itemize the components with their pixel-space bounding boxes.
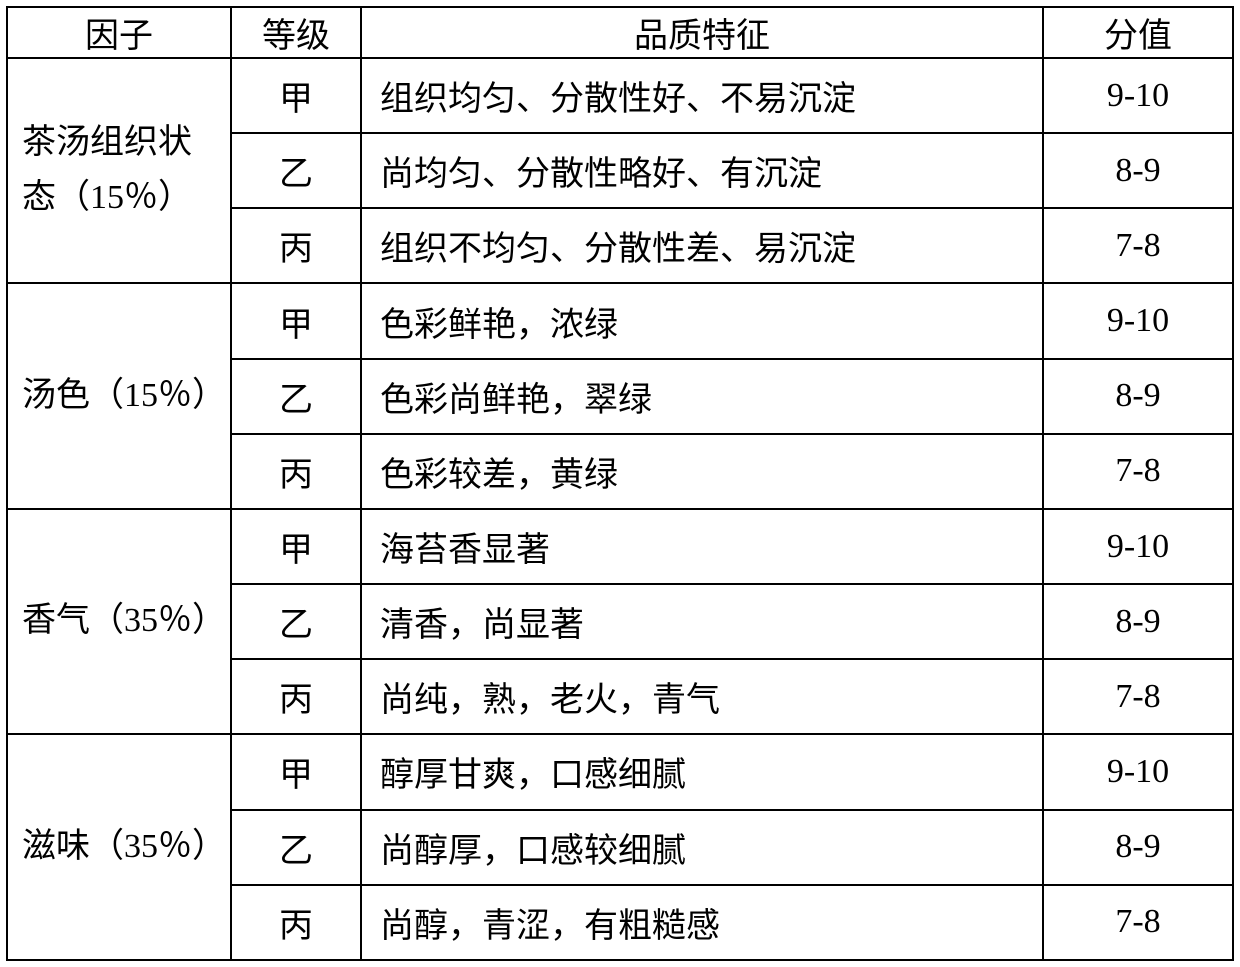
factor-cell: 茶汤组织状态（15％） xyxy=(7,58,231,283)
grade-cell: 乙 xyxy=(231,584,361,659)
grade-cell: 甲 xyxy=(231,58,361,133)
grade-cell: 乙 xyxy=(231,359,361,434)
grade-cell: 甲 xyxy=(231,509,361,584)
score-cell: 9-10 xyxy=(1043,509,1233,584)
table-row: 香气（35％） 甲 海苔香显著 9-10 xyxy=(7,509,1233,584)
score-cell: 9-10 xyxy=(1043,734,1233,809)
desc-cell: 清香，尚显著 xyxy=(361,584,1043,659)
grade-cell: 丙 xyxy=(231,434,361,509)
factor-cell: 香气（35％） xyxy=(7,509,231,734)
col-header-grade: 等级 xyxy=(231,7,361,58)
score-cell: 7-8 xyxy=(1043,885,1233,960)
desc-cell: 海苔香显著 xyxy=(361,509,1043,584)
score-cell: 7-8 xyxy=(1043,659,1233,734)
grade-cell: 丙 xyxy=(231,659,361,734)
evaluation-table: 因子 等级 品质特征 分值 茶汤组织状态（15％） 甲 组织均匀、分散性好、不易… xyxy=(6,6,1234,961)
score-cell: 8-9 xyxy=(1043,359,1233,434)
score-cell: 8-9 xyxy=(1043,584,1233,659)
grade-cell: 乙 xyxy=(231,133,361,208)
desc-cell: 组织不均匀、分散性差、易沉淀 xyxy=(361,208,1043,283)
col-header-factor: 因子 xyxy=(7,7,231,58)
grade-cell: 丙 xyxy=(231,208,361,283)
desc-cell: 醇厚甘爽，口感细腻 xyxy=(361,734,1043,809)
table-row: 滋味（35％） 甲 醇厚甘爽，口感细腻 9-10 xyxy=(7,734,1233,809)
desc-cell: 尚醇，青涩，有粗糙感 xyxy=(361,885,1043,960)
col-header-desc: 品质特征 xyxy=(361,7,1043,58)
grade-cell: 甲 xyxy=(231,283,361,358)
grade-cell: 甲 xyxy=(231,734,361,809)
factor-cell: 汤色（15％） xyxy=(7,283,231,508)
score-cell: 8-9 xyxy=(1043,810,1233,885)
desc-cell: 色彩尚鲜艳，翠绿 xyxy=(361,359,1043,434)
desc-cell: 尚醇厚，口感较细腻 xyxy=(361,810,1043,885)
grade-cell: 丙 xyxy=(231,885,361,960)
score-cell: 9-10 xyxy=(1043,58,1233,133)
table-row: 茶汤组织状态（15％） 甲 组织均匀、分散性好、不易沉淀 9-10 xyxy=(7,58,1233,133)
desc-cell: 尚纯，熟，老火，青气 xyxy=(361,659,1043,734)
desc-cell: 尚均匀、分散性略好、有沉淀 xyxy=(361,133,1043,208)
table-row: 汤色（15％） 甲 色彩鲜艳，浓绿 9-10 xyxy=(7,283,1233,358)
table-header-row: 因子 等级 品质特征 分值 xyxy=(7,7,1233,58)
grade-cell: 乙 xyxy=(231,810,361,885)
score-cell: 7-8 xyxy=(1043,434,1233,509)
score-cell: 8-9 xyxy=(1043,133,1233,208)
desc-cell: 组织均匀、分散性好、不易沉淀 xyxy=(361,58,1043,133)
desc-cell: 色彩鲜艳，浓绿 xyxy=(361,283,1043,358)
desc-cell: 色彩较差，黄绿 xyxy=(361,434,1043,509)
factor-cell: 滋味（35％） xyxy=(7,734,231,960)
score-cell: 7-8 xyxy=(1043,208,1233,283)
score-cell: 9-10 xyxy=(1043,283,1233,358)
col-header-score: 分值 xyxy=(1043,7,1233,58)
